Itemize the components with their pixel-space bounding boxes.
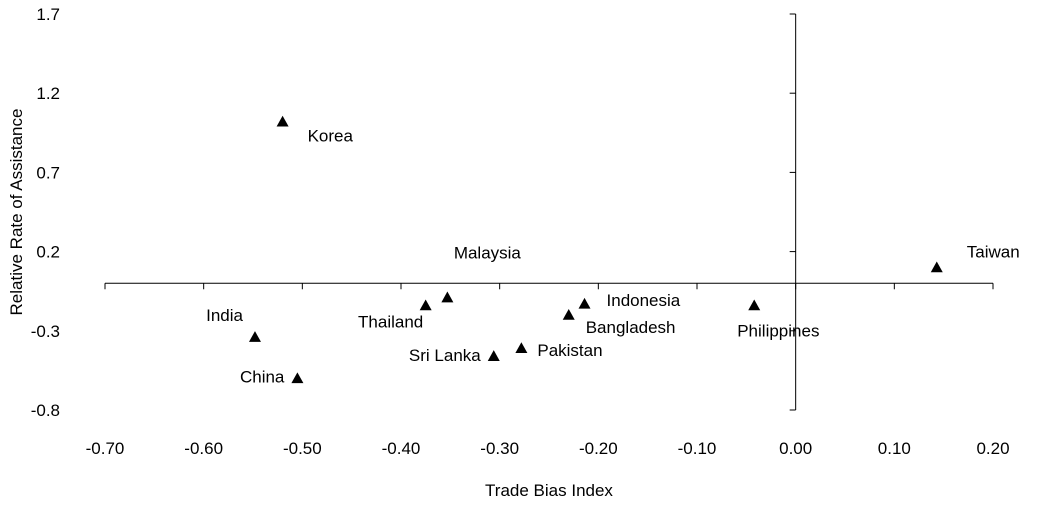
point-label: Thailand	[358, 312, 423, 331]
x-tick-label: -0.30	[480, 439, 519, 458]
y-tick-label: -0.3	[31, 322, 60, 341]
x-tick-label: -0.60	[184, 439, 223, 458]
x-tick-label: -0.50	[283, 439, 322, 458]
data-point	[748, 299, 761, 311]
data-point	[419, 299, 432, 311]
x-tick-label: 0.00	[779, 439, 812, 458]
data-point	[276, 115, 289, 127]
data-point	[930, 261, 943, 273]
data-point	[487, 350, 500, 361]
tick-labels: -0.70 -0.60 -0.50 -0.40 -0.30 -0.20 -0.10 0.00 0…	[31, 5, 1010, 458]
point-labels: Korea Taiwan Malaysia Thailand Indonesia Bang…	[206, 127, 1020, 387]
point-label: Indonesia	[607, 291, 681, 310]
data-points	[248, 115, 943, 384]
x-tick-label: 0.10	[878, 439, 911, 458]
point-label: Pakistan	[537, 341, 602, 360]
y-axis-title: Relative Rate of Assistance	[7, 109, 26, 316]
y-tick-label: 1.2	[36, 84, 60, 103]
x-tick-label: -0.70	[86, 439, 125, 458]
data-point	[441, 291, 454, 303]
y-tick-label: 1.7	[36, 5, 60, 24]
x-tick-label: -0.20	[579, 439, 618, 458]
data-point	[291, 372, 304, 384]
point-label: China	[240, 367, 285, 386]
x-tick-label: -0.10	[678, 439, 717, 458]
axes	[104, 13, 994, 411]
point-label: Malaysia	[454, 244, 522, 263]
data-point	[578, 297, 591, 309]
data-point	[515, 342, 528, 354]
y-tick-label: 0.7	[36, 163, 60, 182]
point-label: Bangladesh	[586, 318, 676, 337]
y-tick-label: 0.2	[36, 243, 60, 262]
point-label: India	[206, 306, 243, 325]
x-axis-title: Trade Bias Index	[485, 481, 613, 500]
y-tick-label: -0.8	[31, 401, 60, 420]
point-label: Sri Lanka	[409, 346, 481, 365]
data-point	[248, 331, 261, 342]
x-tick-label: -0.40	[382, 439, 421, 458]
point-label: Taiwan	[967, 242, 1020, 261]
data-point	[562, 308, 575, 320]
x-tick-label: 0.20	[976, 439, 1009, 458]
point-label: Korea	[308, 127, 354, 146]
point-label: Philippines	[737, 321, 819, 340]
